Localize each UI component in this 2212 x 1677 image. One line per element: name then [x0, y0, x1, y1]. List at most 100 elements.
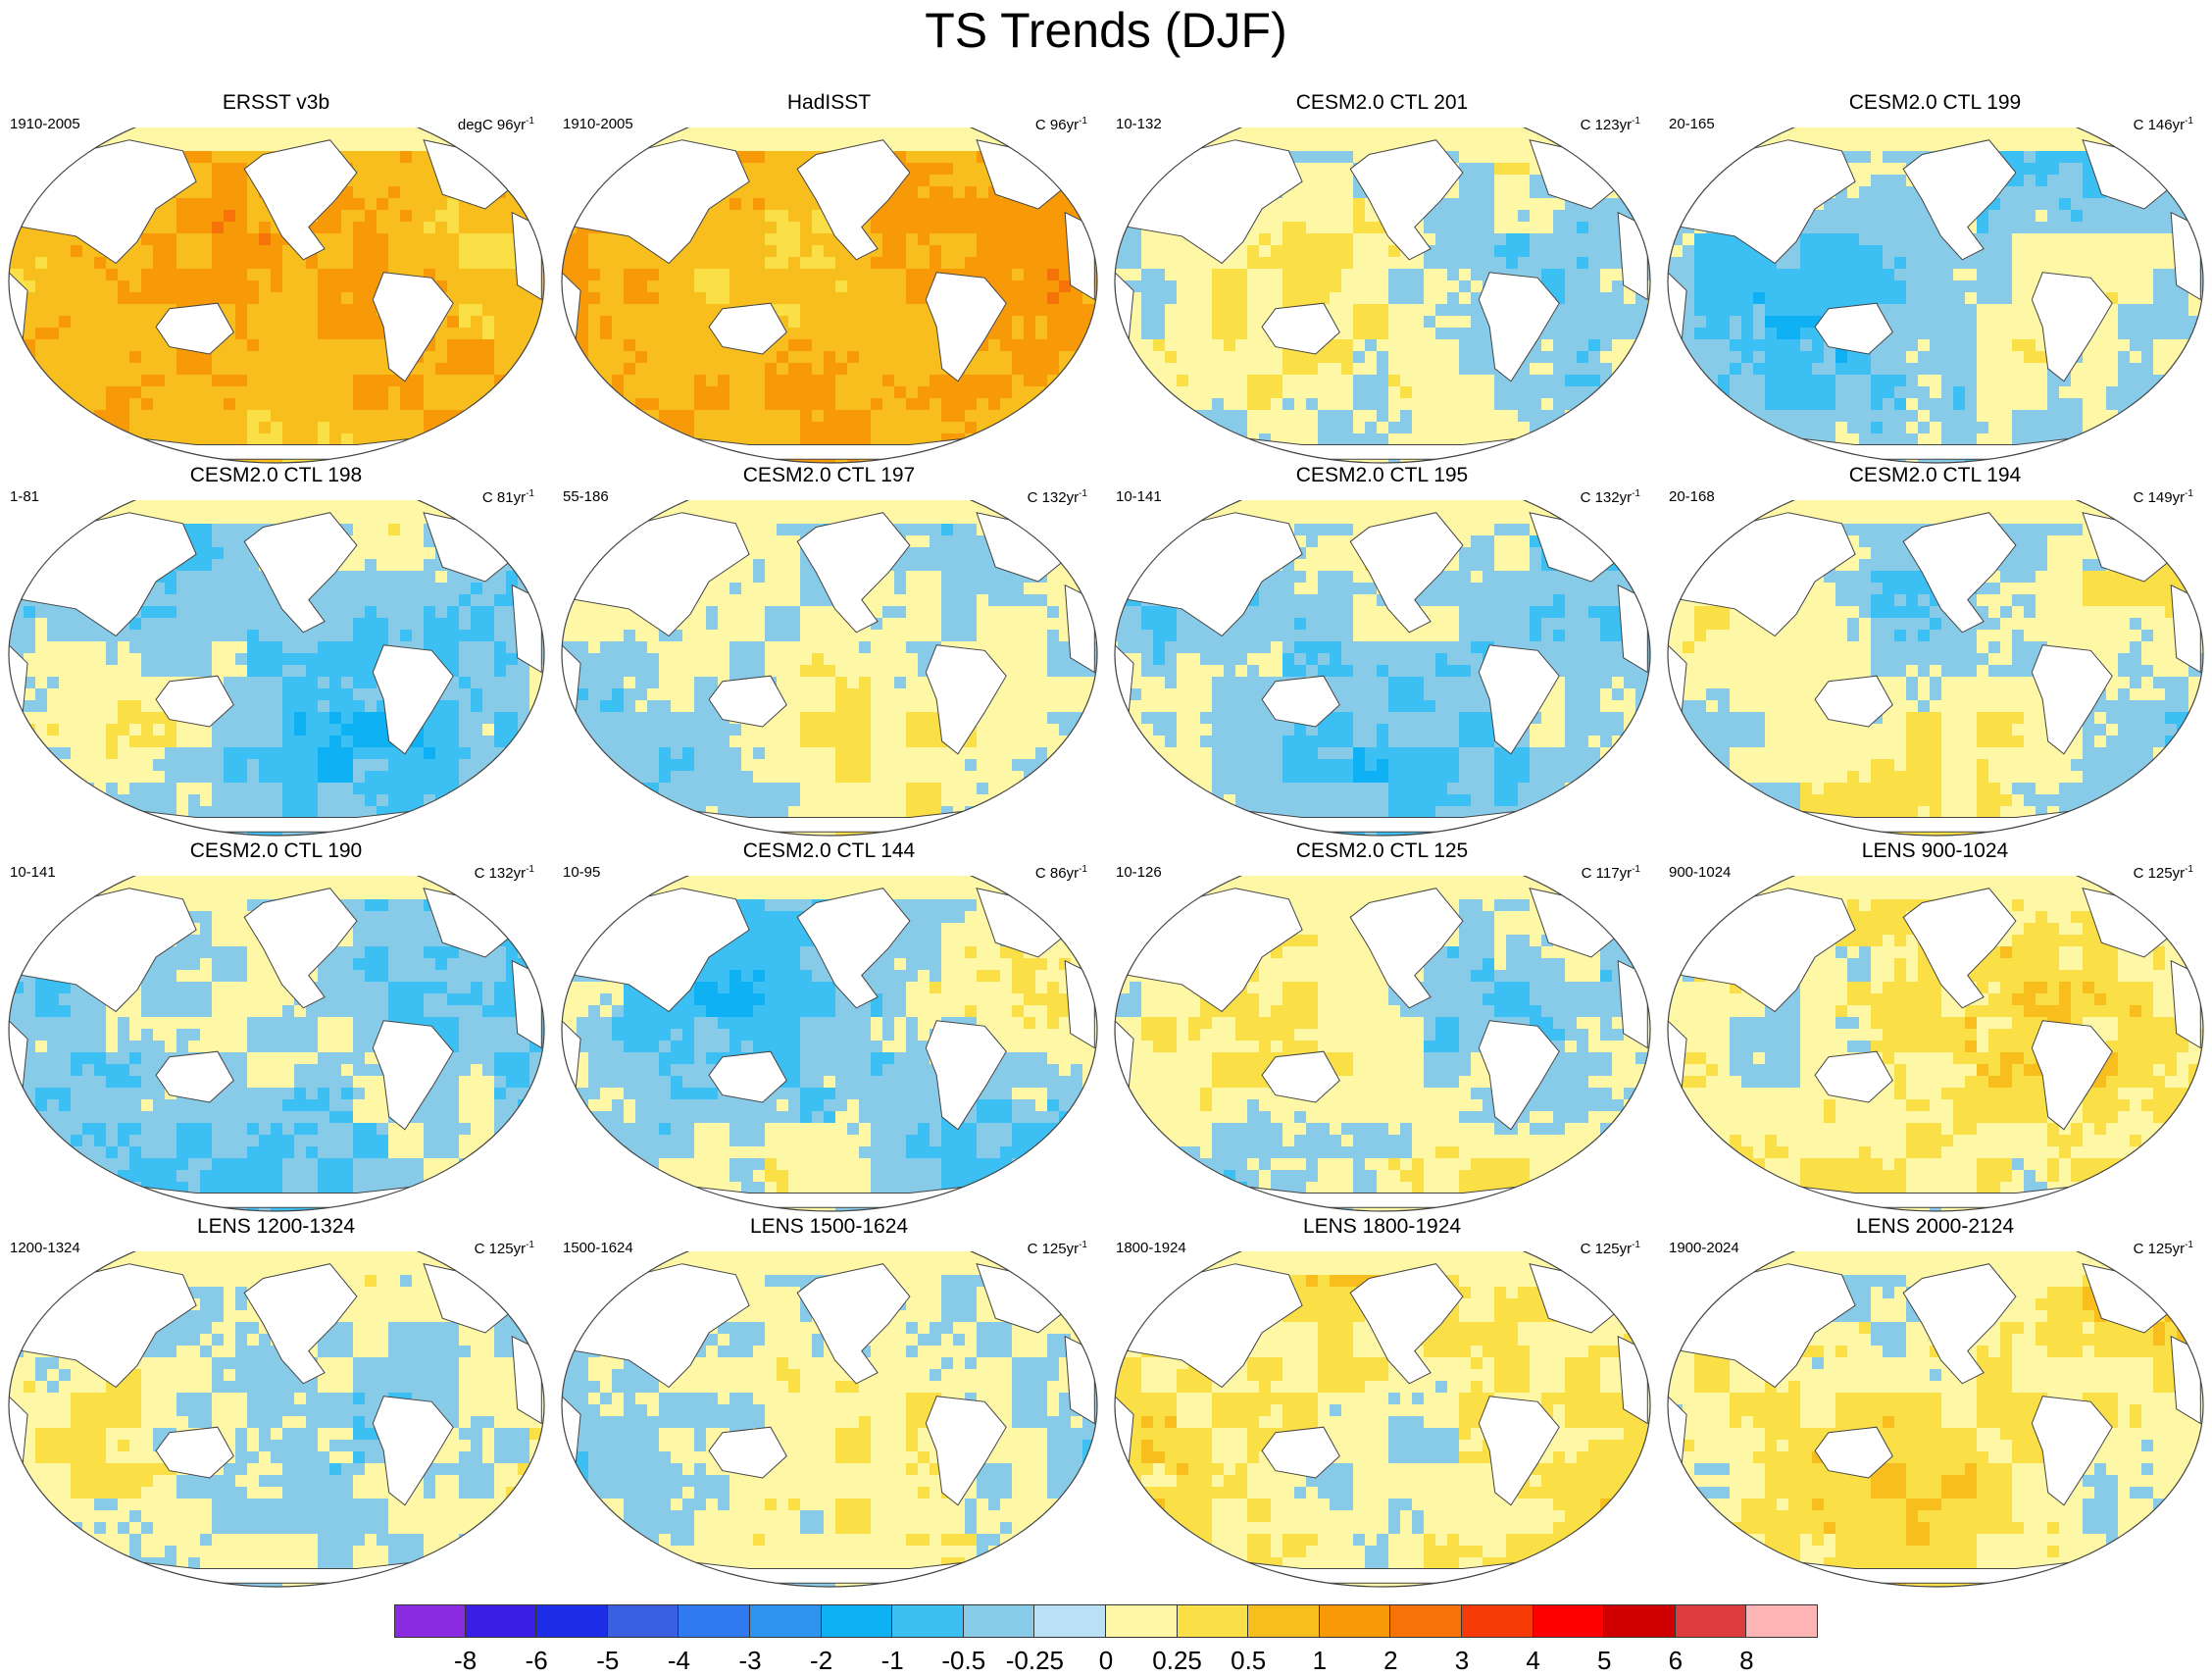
colorbar	[394, 1604, 1818, 1638]
land-mass	[925, 644, 1007, 755]
colorbar-swatch	[1604, 1604, 1676, 1638]
units-exponent: -1	[1632, 116, 1640, 127]
panel-title: CESM2.0 CTL 195	[1295, 464, 1469, 486]
colorbar-tick-label: 5	[1596, 1646, 1612, 1675]
map-panel: LENS 1800-1924 1800-1924 C 125yr-1	[1106, 1214, 1658, 1626]
land-mass	[2031, 272, 2113, 382]
colorbar-swatch	[750, 1604, 822, 1638]
land-mass	[1478, 1396, 1560, 1506]
panel-units: C 125yr-1	[2134, 864, 2193, 882]
colorbar-swatch	[1106, 1604, 1178, 1638]
colorbar-swatch	[1390, 1604, 1462, 1638]
units-exponent: -1	[2185, 488, 2193, 499]
map-border	[1667, 876, 2204, 1212]
units-text: C 86yr	[1034, 865, 1080, 882]
colorbar-tick-label: -5	[596, 1646, 620, 1675]
colorbar-tick-label: 6	[1668, 1646, 1684, 1675]
units-text: C 125yr	[474, 1241, 527, 1257]
trend-field	[1668, 876, 2203, 1211]
colorbar-swatch	[1675, 1604, 1747, 1638]
trend-field	[9, 1251, 544, 1587]
panel-years: 10-95	[563, 864, 601, 881]
panel-units: C 125yr-1	[1028, 1240, 1087, 1257]
panel-units: C 125yr-1	[475, 1240, 534, 1257]
colorbar-swatch	[394, 1604, 466, 1638]
trend-field	[1668, 1251, 2203, 1587]
map-svg	[1114, 876, 1651, 1212]
panel-years: 10-132	[1116, 116, 1162, 132]
panel-title: CESM2.0 CTL 190	[189, 839, 363, 862]
land-mass	[243, 888, 358, 1009]
colorbar-tick-label: 0.25	[1152, 1646, 1202, 1675]
panel-title: LENS 1500-1624	[749, 1215, 909, 1238]
colorbar-tick-label: -4	[667, 1646, 690, 1675]
panel-units: C 125yr-1	[2134, 1240, 2193, 1257]
units-text: C 117yr	[1581, 865, 1633, 882]
land-mass	[925, 1396, 1007, 1506]
map-panel: CESM2.0 CTL 190 10-141 C 132yr-1	[0, 838, 552, 1250]
colorbar-tick-label: -6	[525, 1646, 548, 1675]
colorbar-tick-label: 8	[1739, 1646, 1754, 1675]
land-mass	[243, 512, 358, 634]
units-exponent: -1	[1632, 1240, 1640, 1250]
trend-field	[1115, 1251, 1650, 1587]
land-mass	[925, 272, 1007, 382]
units-text: C 81yr	[481, 489, 527, 506]
colorbar-swatch	[963, 1604, 1035, 1638]
map-svg	[1667, 500, 2204, 837]
units-exponent: -1	[526, 488, 534, 499]
units-exponent: -1	[526, 116, 534, 127]
map-panel: LENS 1500-1624 1500-1624 C 125yr-1	[553, 1214, 1105, 1626]
units-text: C 125yr	[2133, 1241, 2186, 1257]
map-svg	[561, 1251, 1098, 1588]
map-border	[1114, 1251, 1651, 1588]
land-mass	[1349, 512, 1464, 634]
land-mass	[2031, 1396, 2113, 1506]
panel-years: 10-126	[1116, 864, 1162, 881]
panel-title: CESM2.0 CTL 199	[1848, 91, 2022, 114]
panel-years: 20-165	[1669, 116, 1715, 132]
map-border	[1114, 500, 1651, 837]
map-svg	[8, 127, 545, 464]
land-mass	[1349, 888, 1464, 1009]
units-exponent: -1	[1079, 488, 1087, 499]
panel-years: 55-186	[563, 488, 609, 505]
colorbar-swatch	[1177, 1604, 1249, 1638]
land-mass	[796, 512, 911, 634]
colorbar-swatch	[821, 1604, 893, 1638]
colorbar-swatch	[1462, 1604, 1533, 1638]
map-panel: CESM2.0 CTL 198 1-81 C 81yr-1	[0, 463, 552, 875]
land-mass	[372, 644, 454, 755]
map-svg	[1667, 876, 2204, 1212]
land-mass	[708, 1050, 787, 1103]
land-mass	[155, 1426, 234, 1479]
land-mass	[796, 139, 911, 261]
units-text: C 125yr	[1027, 1241, 1080, 1257]
land-mass	[372, 1396, 454, 1506]
colorbar-swatch	[892, 1604, 964, 1638]
trend-field	[9, 500, 544, 836]
units-text: C 146yr	[2133, 117, 2186, 133]
panel-years: 1800-1924	[1116, 1240, 1186, 1256]
main-title: TS Trends (DJF)	[925, 3, 1287, 58]
panel-years: 1200-1324	[10, 1240, 80, 1256]
colorbar-swatch	[465, 1604, 537, 1638]
map-border	[561, 127, 1098, 464]
map-panel: CESM2.0 CTL 125 10-126 C 117yr -1	[1106, 838, 1658, 1250]
map-border	[8, 1251, 545, 1588]
land-mass	[708, 675, 787, 728]
panel-title: CESM2.0 CTL 194	[1848, 464, 2022, 486]
colorbar-tick-label: -1	[880, 1646, 904, 1675]
panel-title: CESM2.0 CTL 125	[1295, 839, 1469, 862]
map-panel: CESM2.0 CTL 195 10-141 C 132yr-1	[1106, 463, 1658, 875]
colorbar-swatch	[679, 1604, 750, 1638]
map-panel: HadISST 1910-2005 C 96yr-1	[553, 90, 1105, 502]
panel-years: 1-81	[10, 488, 40, 505]
map-panel: CESM2.0 CTL 194 20-168 C 149yr-1	[1659, 463, 2211, 875]
units-text: C 125yr	[2133, 865, 2186, 882]
map-svg	[1667, 1251, 2204, 1588]
units-text: C 123yr	[1580, 117, 1633, 133]
units-exponent: -1	[1079, 116, 1087, 127]
units-text: C 132yr	[1580, 489, 1633, 506]
panel-years: 1910-2005	[563, 116, 633, 132]
